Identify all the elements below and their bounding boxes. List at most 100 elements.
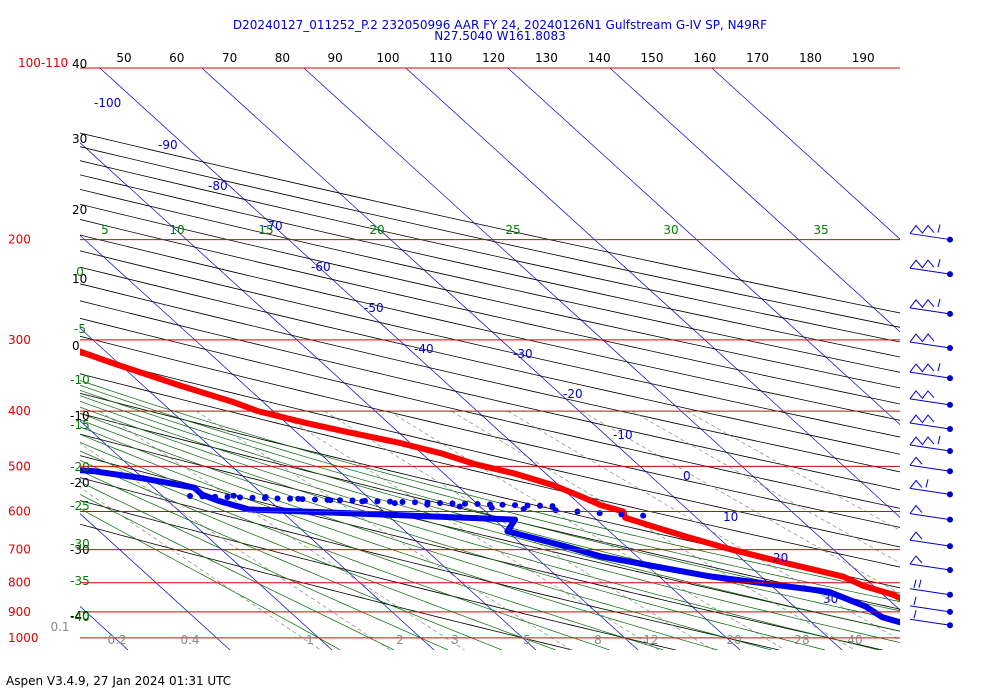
moist-adiabat-label: -15 bbox=[70, 418, 90, 432]
moist-adiabat-line bbox=[80, 441, 664, 650]
wind-barb-staff bbox=[909, 539, 951, 547]
x-top-tick-label: 130 bbox=[535, 51, 558, 65]
pressure-tick-label: 400 bbox=[8, 404, 31, 418]
mixing-ratio-line bbox=[196, 410, 572, 650]
mixing-ratio-label: 0.4 bbox=[180, 633, 199, 647]
mixing-ratio-line bbox=[324, 410, 714, 650]
dewpoint-dot bbox=[349, 497, 356, 504]
dewpoint-dot bbox=[374, 498, 381, 505]
dewpoint-dot bbox=[312, 496, 318, 503]
altitude-label: 0 bbox=[72, 339, 80, 353]
wind-barb-pennant bbox=[921, 224, 935, 234]
mixing-ratio-label: 0.2 bbox=[107, 633, 126, 647]
pressure-tick-label: 200 bbox=[8, 233, 31, 247]
series-temperature bbox=[80, 348, 900, 602]
dewpoint-dot bbox=[274, 495, 281, 502]
mixing-ratio-label: 28 bbox=[794, 633, 809, 647]
height-tick-label: -20 bbox=[70, 476, 90, 490]
isotherm-line bbox=[303, 68, 900, 611]
moist-adiabat-line bbox=[80, 470, 502, 650]
mixing-ratio-label: 20 bbox=[726, 633, 741, 647]
wind-barb-staff bbox=[909, 464, 951, 472]
dewpoint-dot bbox=[262, 495, 268, 502]
moist-adiabat-line bbox=[80, 494, 395, 650]
isotherm-label: 30 bbox=[823, 592, 838, 606]
wind-barb-pennant bbox=[909, 555, 923, 565]
height-tick-label: -40 bbox=[70, 609, 90, 623]
mixing-ratio-line bbox=[686, 410, 900, 531]
isotherm-line bbox=[80, 420, 333, 650]
dewpoint-dot bbox=[249, 494, 256, 501]
wind-barb-pennant bbox=[921, 390, 935, 400]
wind-barb-staff bbox=[909, 371, 951, 379]
moist-adiabat-label: -30 bbox=[70, 537, 90, 551]
wind-barb-pennant bbox=[921, 333, 935, 343]
wind-barb-pennant bbox=[909, 224, 923, 234]
dry-adiabat-line bbox=[80, 132, 900, 314]
wind-barb-pennant bbox=[909, 363, 923, 373]
wind-barb-staff bbox=[909, 267, 951, 275]
dry-adiabat-line bbox=[80, 412, 900, 610]
wind-barb-staff bbox=[909, 605, 951, 613]
wind-barb-flag bbox=[925, 479, 929, 488]
isotherm-line bbox=[507, 68, 900, 426]
dry-adiabat-line bbox=[80, 283, 900, 473]
wind-barb-pennant bbox=[921, 436, 935, 446]
wind-barb bbox=[909, 390, 953, 408]
wind-barb bbox=[909, 596, 953, 615]
moist-adiabat-label: -35 bbox=[70, 574, 90, 588]
x-top-tick-label: 100 bbox=[377, 51, 400, 65]
wind-barb bbox=[909, 456, 953, 475]
footer-version: Aspen V3.4.9, 27 Jan 2024 01:31 UTC bbox=[6, 674, 232, 688]
mixing-ratio-label: 12 bbox=[643, 633, 658, 647]
moist-adiabat-label: -5 bbox=[74, 322, 86, 336]
wind-barb bbox=[909, 298, 953, 317]
wind-barb-pennant bbox=[909, 299, 923, 309]
mixing-ratio-line bbox=[507, 410, 900, 641]
moist-adiabat-line bbox=[80, 395, 900, 622]
isotherm-label: 20 bbox=[773, 551, 788, 565]
x-top-tick-label: 50 bbox=[116, 51, 131, 65]
dewpoint-dot bbox=[230, 492, 237, 499]
moist-adiabat-label: -40 bbox=[70, 610, 90, 624]
dry-adiabat-line bbox=[80, 250, 900, 438]
dry-adiabat-line bbox=[80, 392, 900, 589]
mixing-ratio-line bbox=[80, 487, 321, 650]
dewpoint-dot bbox=[499, 501, 506, 508]
mixing-ratio-label: 3 bbox=[451, 633, 459, 647]
wind-barb-pennant bbox=[921, 363, 935, 373]
pressure-top-label: 100-110 bbox=[18, 56, 68, 70]
isotherm-line bbox=[0, 68, 26, 650]
dry-adiabat-line bbox=[80, 234, 900, 421]
wind-barb bbox=[909, 435, 953, 455]
dewpoint-dot bbox=[524, 502, 531, 509]
wind-barb-pennant bbox=[909, 414, 923, 424]
series-dewpoint bbox=[80, 467, 900, 626]
moist-adiabat-line bbox=[80, 450, 610, 650]
altitude-label: 20 bbox=[72, 203, 87, 217]
wind-barb-flag bbox=[937, 259, 941, 268]
dewpoint-dot bbox=[449, 500, 456, 507]
wind-barb-staff bbox=[909, 513, 951, 521]
mixing-ratio-line bbox=[631, 410, 900, 564]
dry-adiabat-label: 35 bbox=[813, 223, 828, 237]
wind-barb bbox=[909, 362, 953, 382]
wind-barb bbox=[909, 555, 953, 573]
x-top-tick-label: 160 bbox=[693, 51, 716, 65]
isotherm-label: -60 bbox=[311, 260, 331, 274]
pressure-tick-label: 1000 bbox=[8, 631, 39, 645]
wind-barb-pennant bbox=[909, 531, 923, 541]
x-top-tick-label: 120 bbox=[482, 51, 505, 65]
dewpoint-dot bbox=[437, 500, 443, 506]
dry-adiabat-line bbox=[80, 203, 900, 389]
wind-barb-pennant bbox=[921, 259, 935, 269]
pressure-tick-label: 600 bbox=[8, 504, 31, 518]
isotherm-label: -50 bbox=[364, 301, 384, 315]
moist-adiabat-line bbox=[80, 412, 879, 650]
wind-barb bbox=[909, 479, 953, 498]
mixing-ratio-line bbox=[581, 410, 900, 595]
wind-barb-pennant bbox=[921, 299, 935, 309]
wind-barb bbox=[909, 579, 953, 598]
isotherm-line bbox=[711, 68, 900, 240]
height-tick-label: -10 bbox=[70, 409, 90, 423]
